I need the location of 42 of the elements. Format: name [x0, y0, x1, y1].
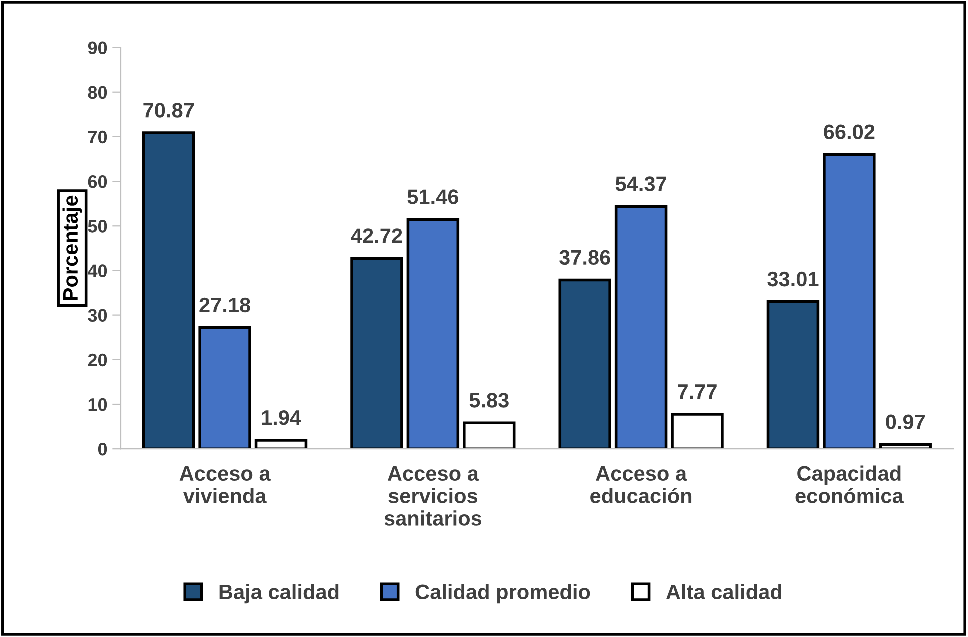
- legend-label: Alta calidad: [666, 584, 782, 600]
- data-label: 37.86: [560, 250, 610, 266]
- data-label: 7.77: [678, 384, 717, 400]
- y-tick-label: 90: [88, 42, 108, 54]
- bar: [766, 300, 820, 450]
- data-label: 70.87: [144, 103, 194, 118]
- bar: [671, 413, 724, 450]
- data-label: 54.37: [616, 176, 666, 192]
- data-label: 0.97: [886, 414, 925, 430]
- bar: [614, 205, 668, 450]
- x-tick-label: Acceso a vivienda: [180, 466, 271, 504]
- bar: [879, 443, 932, 450]
- bar: [350, 257, 404, 450]
- data-label: 5.83: [470, 393, 509, 408]
- data-label: 33.01: [768, 272, 819, 287]
- bar: [254, 439, 308, 450]
- data-label: 42.72: [351, 228, 402, 244]
- bar: [406, 218, 460, 450]
- y-tick-label: 60: [88, 175, 108, 188]
- data-label: 66.02: [824, 124, 875, 140]
- y-tick-label: 0: [98, 443, 108, 456]
- y-axis-title: Porcentaje: [62, 196, 82, 300]
- x-tick-label: Acceso a servicios sanitarios: [384, 466, 482, 526]
- y-tick-label: 30: [88, 309, 108, 322]
- y-tick-label: 50: [88, 220, 108, 233]
- bar: [558, 278, 612, 450]
- data-label: 51.46: [408, 190, 458, 204]
- bar: [823, 153, 876, 450]
- y-tick-label: 20: [88, 354, 108, 367]
- bar: [198, 326, 252, 450]
- y-tick-label: 40: [88, 264, 108, 278]
- y-tick-label: 10: [88, 398, 108, 412]
- x-tick-label: Acceso a educación: [590, 466, 692, 504]
- y-tick-label: 70: [88, 130, 108, 144]
- bar: [463, 422, 516, 450]
- y-tick-label: 80: [88, 86, 108, 100]
- legend-label: Calidad promedio: [416, 584, 590, 604]
- data-label: 1.94: [262, 410, 302, 426]
- x-tick-label: Capacidad económica: [796, 466, 904, 504]
- legend-label: Baja calidad: [220, 584, 339, 604]
- bar: [142, 132, 196, 450]
- data-label: 27.18: [200, 298, 250, 313]
